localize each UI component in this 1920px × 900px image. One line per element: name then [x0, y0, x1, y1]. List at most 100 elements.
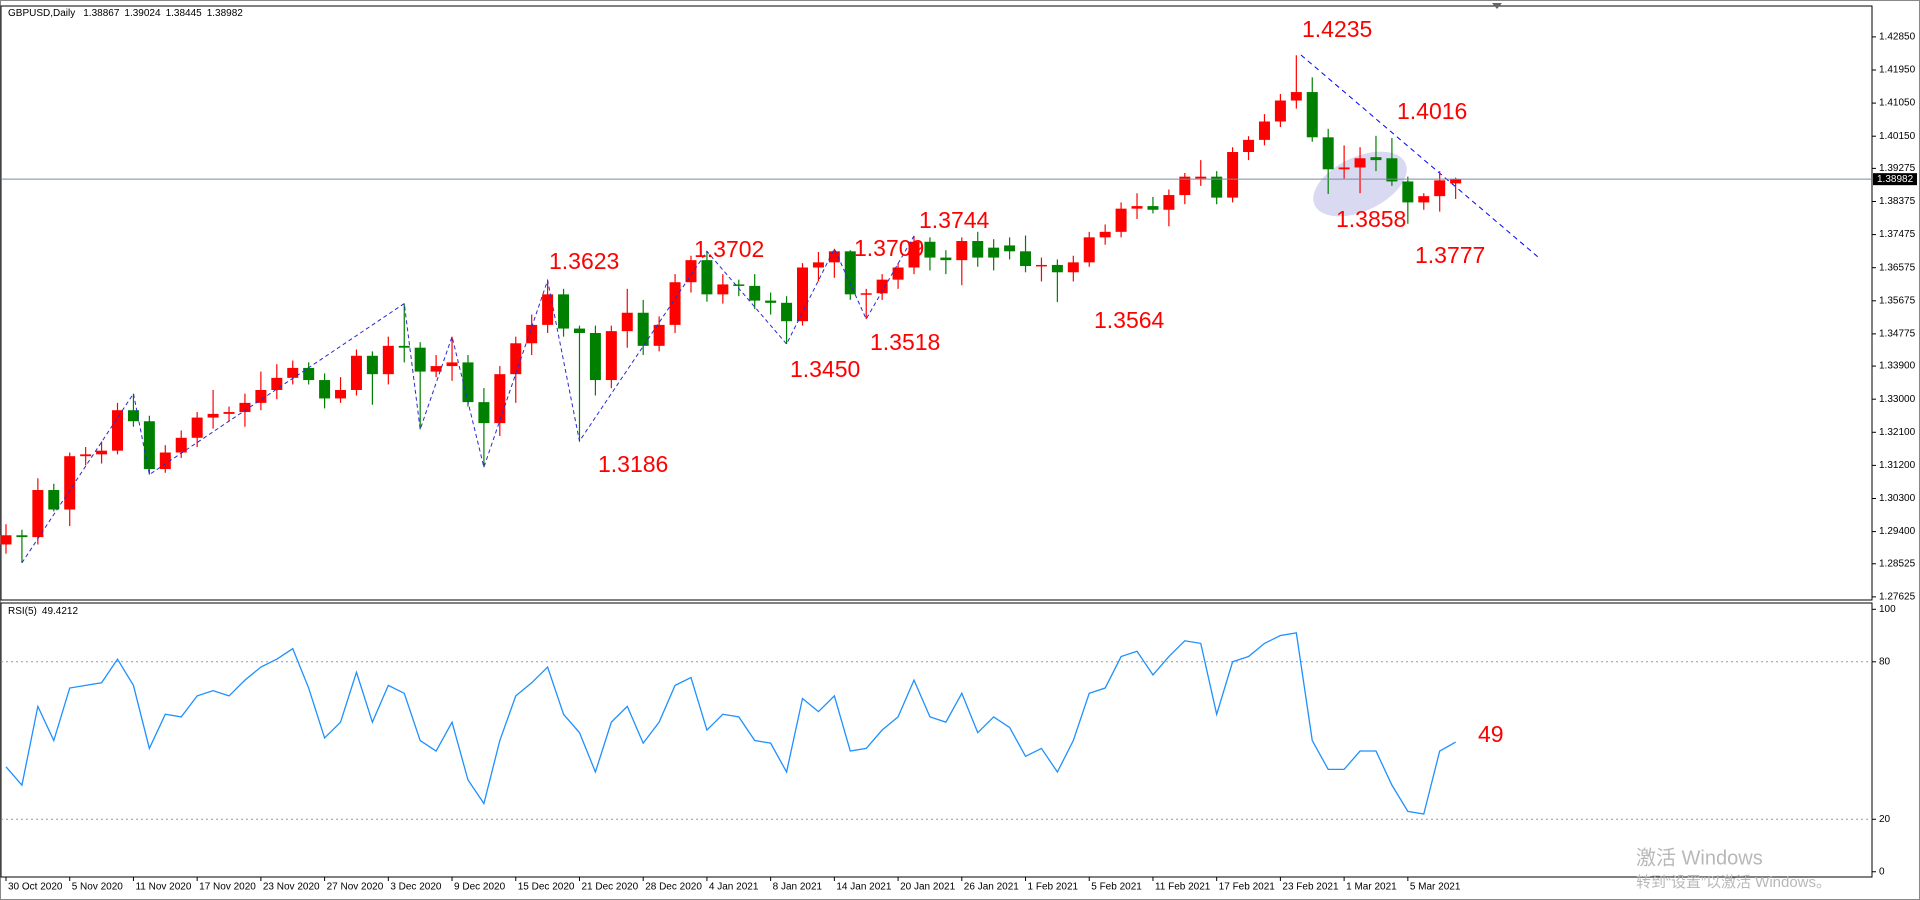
candle-body	[414, 347, 426, 372]
x-tick-label: 17 Feb 2021	[1219, 882, 1276, 893]
candle-body	[637, 312, 649, 346]
candle-body	[335, 389, 347, 399]
pivot-annotation: 1.3564	[1094, 307, 1165, 333]
rsi-name: RSI(5)	[8, 606, 37, 617]
x-tick-label: 11 Nov 2020	[135, 882, 191, 893]
last-open: 1.38867	[83, 8, 120, 19]
candle-body	[127, 410, 139, 422]
zigzag	[21, 235, 915, 564]
x-tick-label: 15 Dec 2020	[518, 882, 575, 893]
candle-body	[1354, 158, 1366, 168]
x-tick-label: 5 Mar 2021	[1410, 882, 1461, 893]
candle-body	[16, 535, 28, 538]
y-tick-label: 1.34775	[1879, 329, 1916, 340]
x-tick-label: 20 Jan 2021	[900, 882, 955, 893]
candle-body	[1370, 157, 1382, 161]
candle-body	[701, 260, 713, 295]
candle-body	[1306, 92, 1318, 138]
candle-body	[717, 284, 729, 295]
candle-body	[1115, 208, 1127, 232]
candle-body	[542, 294, 554, 325]
y-tick-label: 1.40150	[1879, 131, 1916, 142]
candle-body	[1035, 264, 1047, 267]
candle-body	[589, 332, 601, 381]
candle-body	[605, 331, 617, 381]
x-tick-label: 5 Feb 2021	[1091, 882, 1142, 893]
y-tick-label: 1.33900	[1879, 361, 1916, 372]
y-tick-label: 100	[1879, 604, 1896, 615]
candle-body	[382, 345, 394, 375]
candle-body	[430, 366, 442, 372]
candle-body	[398, 345, 410, 348]
y-tick-label: 1.32100	[1879, 427, 1916, 438]
candle-body	[159, 452, 171, 470]
price-header: GBPUSD,Daily 1.38867 1.39024 1.38445 1.38982	[8, 8, 243, 19]
candle-body	[32, 490, 44, 538]
candle-body	[558, 294, 570, 329]
candle-body	[1211, 176, 1223, 198]
candle-body	[1434, 180, 1446, 197]
candle-body	[526, 324, 538, 344]
watermark-note: 转到“设置”以激活 Windows。	[1636, 874, 1831, 891]
candle-body	[1418, 196, 1430, 203]
x-tick-label: 8 Jan 2021	[773, 882, 823, 893]
x-tick-label: 4 Jan 2021	[709, 882, 759, 893]
candle-body	[1051, 264, 1063, 273]
candle-body	[1290, 92, 1302, 101]
candle-body	[733, 284, 745, 286]
watermark-title: 激活 Windows	[1636, 846, 1763, 869]
last-low: 1.38445	[166, 8, 203, 19]
candle-body	[478, 402, 490, 424]
x-tick-label: 28 Dec 2020	[645, 882, 702, 893]
y-tick-label: 1.31200	[1879, 460, 1916, 471]
candle-body	[366, 355, 378, 375]
candle-body	[287, 367, 299, 378]
candle-body	[1179, 176, 1191, 196]
candle-body	[1243, 139, 1255, 153]
candle-body	[255, 389, 267, 403]
current-price-box	[1873, 173, 1917, 186]
symbol: GBPUSD,Daily	[8, 8, 75, 19]
x-tick-label: 27 Nov 2020	[327, 882, 384, 893]
y-tick-label: 1.36575	[1879, 262, 1916, 273]
pivot-annotation: 1.3186	[598, 451, 668, 477]
x-tick-label: 14 Jan 2021	[836, 882, 891, 893]
x-tick-label: 26 Jan 2021	[964, 882, 1019, 893]
x-tick-label: 23 Nov 2020	[263, 882, 320, 893]
current-price-label: 1.38982	[1877, 174, 1914, 185]
candle-body	[1258, 121, 1270, 140]
candle-body	[1099, 231, 1111, 238]
candle-body	[1067, 262, 1079, 273]
candle-body	[1131, 206, 1143, 209]
y-tick-label: 1.42850	[1879, 32, 1916, 43]
candle-body	[239, 402, 251, 413]
candle-body	[303, 367, 315, 381]
candle-body	[781, 302, 793, 322]
y-tick-label: 1.33000	[1879, 394, 1916, 405]
candle-body	[1450, 179, 1462, 184]
y-tick-label: 0	[1879, 866, 1885, 877]
last-close: 1.38982	[207, 8, 244, 19]
candle-body	[765, 300, 777, 303]
y-tick-label: 1.37475	[1879, 229, 1916, 240]
trend-line	[1300, 54, 1539, 258]
candle-body	[924, 241, 936, 258]
candle-body	[191, 417, 203, 438]
candle-body	[1083, 237, 1095, 263]
candle-body	[892, 267, 904, 280]
y-tick-label: 1.38375	[1879, 196, 1916, 207]
candle-body	[1227, 152, 1239, 198]
y-tick-label: 1.35675	[1879, 295, 1916, 306]
candle-body	[446, 362, 458, 367]
pivot-annotation: 1.4235	[1302, 16, 1372, 42]
y-tick-label: 1.27625	[1879, 592, 1916, 603]
pivot-annotation: 1.3518	[870, 329, 940, 355]
pivot-annotation: 1.3623	[549, 248, 619, 274]
candle-body	[1195, 176, 1207, 179]
pivot-annotation: 1.3702	[694, 236, 764, 262]
candle-body	[828, 251, 840, 263]
candle-body	[112, 410, 124, 451]
x-tick-label: 17 Nov 2020	[199, 882, 256, 893]
y-tick-label: 1.41950	[1879, 65, 1916, 76]
